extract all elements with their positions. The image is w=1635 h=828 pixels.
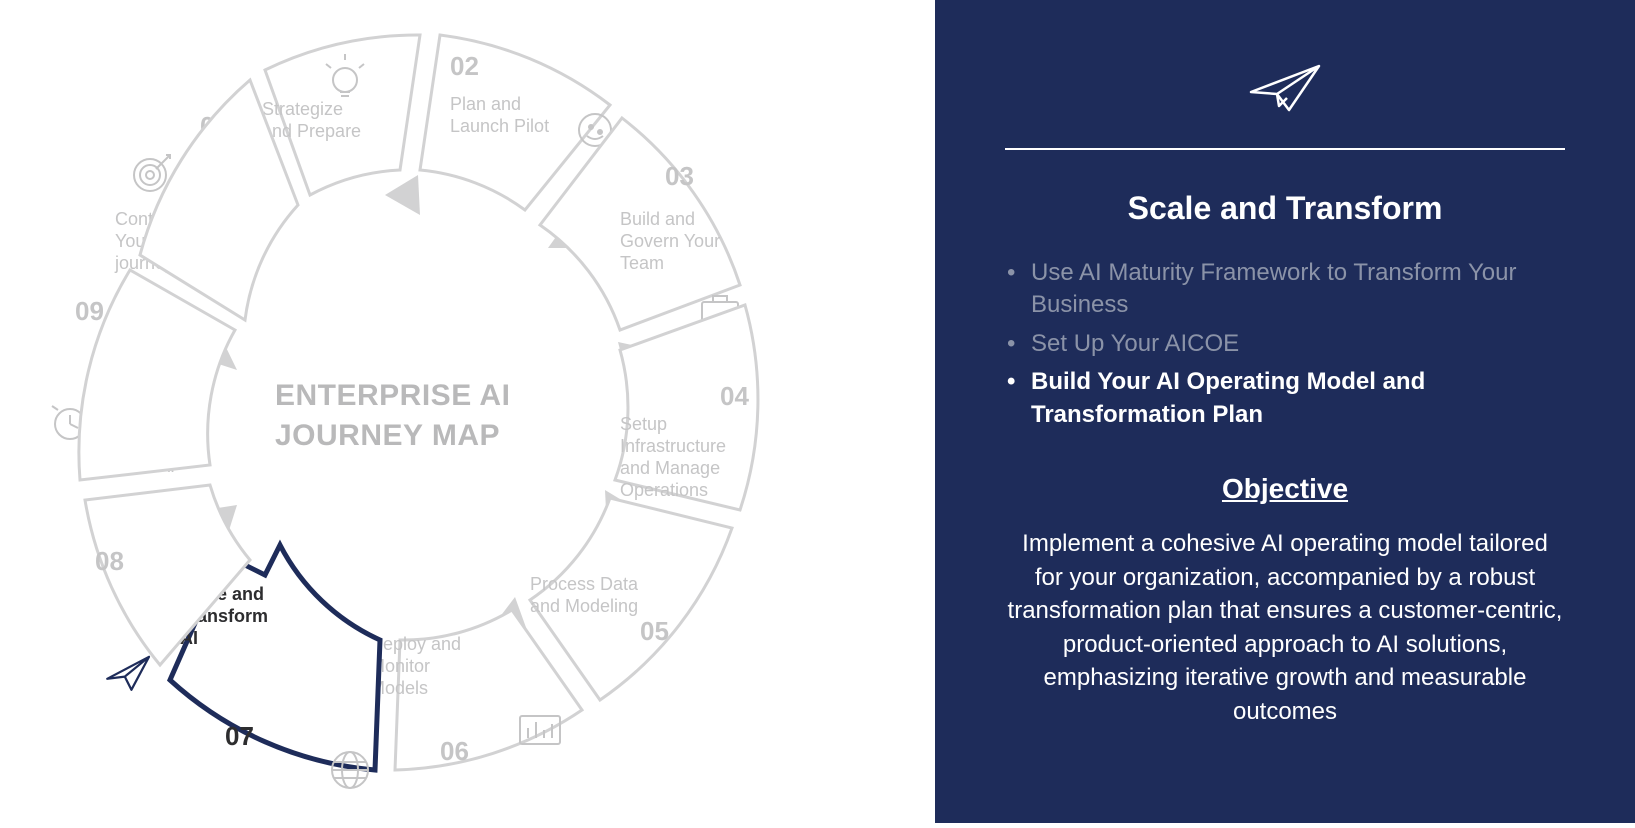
svg-text:Deploy and: Deploy and [370,634,461,654]
objective-heading: Objective [1222,473,1348,505]
center-title-line2: JOURNEY MAP [275,419,500,452]
panel-bullet-list: Use AI Maturity Framework to Transform Y… [1005,257,1565,437]
detail-panel: Scale and Transform Use AI Maturity Fram… [935,0,1635,823]
svg-text:09: 09 [75,296,104,326]
paperplane-icon [107,657,149,690]
svg-text:and Modeling: and Modeling [530,596,638,616]
segment-06: 06 Deploy and Monitor Models [370,610,582,770]
svg-text:05: 05 [640,616,669,646]
svg-text:Operations: Operations [620,480,708,500]
svg-text:Strategize: Strategize [262,99,343,119]
svg-text:06: 06 [440,736,469,766]
svg-text:Govern Your: Govern Your [620,231,720,251]
svg-text:Setup: Setup [620,414,667,434]
svg-text:03: 03 [665,161,694,191]
svg-text:08: 08 [95,546,124,576]
svg-text:Process Data: Process Data [530,574,639,594]
bullet-item: Use AI Maturity Framework to Transform Y… [1005,257,1565,322]
bullet-item: Build Your AI Operating Model and Transf… [1005,366,1565,431]
objective-text: Implement a cohesive AI operating model … [1005,527,1565,729]
svg-text:and Prepare: and Prepare [262,121,361,141]
svg-text:Plan and: Plan and [450,94,521,114]
center-title-line1: ENTERPRISE AI [275,379,510,412]
svg-text:Team: Team [620,253,664,273]
svg-text:02: 02 [450,51,479,81]
journey-map-diagram: ENTERPRISE AI JOURNEY MAP 01 Strategize [0,0,935,823]
bullet-item: Set Up Your AICOE [1005,328,1565,360]
panel-title: Scale and Transform [1128,190,1443,227]
segment-05: 05 Process Data and Modeling [530,498,732,700]
panel-divider [1005,148,1565,150]
svg-text:Infrastructure: Infrastructure [620,436,726,456]
svg-text:04: 04 [720,381,749,411]
svg-text:07: 07 [225,721,254,751]
svg-text:and Manage: and Manage [620,458,720,478]
svg-text:Launch Pilot: Launch Pilot [450,116,549,136]
paperplane-icon [1245,60,1325,120]
svg-text:Build and: Build and [620,209,695,229]
target-icon [134,155,170,191]
